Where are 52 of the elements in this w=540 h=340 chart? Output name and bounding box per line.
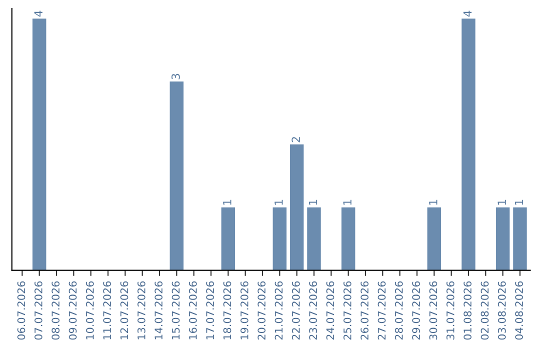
bar bbox=[290, 144, 304, 270]
bar bbox=[427, 207, 442, 270]
x-tick-label: 08.07.2026 bbox=[52, 281, 60, 340]
x-tick-label: 09.07.2026 bbox=[68, 281, 77, 340]
x-tick-label: 06.07.2026 bbox=[17, 281, 26, 340]
x-tick-label: 28.07.2026 bbox=[394, 281, 403, 340]
x-tick-label: 30.07.2026 bbox=[429, 281, 438, 340]
x-tick-label: 26.07.2026 bbox=[360, 281, 369, 340]
data-label: 1 bbox=[514, 200, 524, 205]
x-tick-label: 21.07.2026 bbox=[274, 281, 283, 340]
x-tick-label: 22.07.2026 bbox=[292, 281, 300, 340]
x-tick-label: 02.08.2026 bbox=[480, 281, 489, 340]
data-label: 1 bbox=[429, 200, 438, 205]
data-label: 4 bbox=[34, 10, 42, 17]
x-tick-label: 01.08.2026 bbox=[464, 281, 472, 340]
x-tick-label: 15.07.2026 bbox=[172, 281, 180, 340]
bar bbox=[307, 207, 321, 270]
x-tick-label: 07.07.2026 bbox=[34, 281, 42, 340]
x-tick-label: 14.07.2026 bbox=[154, 281, 163, 340]
data-label: 3 bbox=[171, 74, 180, 80]
x-tick-label: 20.07.2026 bbox=[258, 281, 266, 340]
x-tick-label: 17.07.2026 bbox=[206, 281, 214, 340]
x-tick-label: 04.08.2026 bbox=[515, 281, 524, 340]
data-label: 1 bbox=[498, 200, 506, 205]
x-tick-label: 29.07.2026 bbox=[412, 281, 420, 340]
x-tick-label: 03.08.2026 bbox=[498, 281, 506, 340]
data-label: 1 bbox=[274, 200, 283, 205]
bar bbox=[272, 207, 287, 270]
x-tick-label: 19.07.2026 bbox=[240, 281, 248, 340]
x-tick-label: 12.07.2026 bbox=[120, 281, 128, 340]
bar bbox=[32, 18, 46, 270]
bar bbox=[496, 207, 510, 270]
data-label: 1 bbox=[308, 200, 318, 205]
x-tick-label: 27.07.2026 bbox=[378, 281, 386, 340]
data-label: 1 bbox=[223, 200, 232, 205]
x-tick-label: 13.07.2026 bbox=[137, 281, 146, 340]
bar bbox=[513, 207, 527, 270]
x-tick-label: 18.07.2026 bbox=[223, 281, 232, 340]
x-tick-label: 31.07.2026 bbox=[446, 281, 454, 340]
data-label: 2 bbox=[292, 137, 300, 142]
bar bbox=[170, 82, 184, 270]
data-label: 1 bbox=[343, 200, 352, 205]
data-label: 4 bbox=[463, 10, 472, 17]
x-tick-label: 11.07.2026 bbox=[103, 281, 112, 340]
x-tick-label: 10.07.2026 bbox=[86, 281, 94, 340]
bar bbox=[221, 207, 236, 270]
x-tick-label: 24.07.2026 bbox=[326, 281, 334, 340]
x-tick-label: 16.07.2026 bbox=[188, 281, 197, 340]
bar bbox=[341, 207, 356, 270]
bar bbox=[462, 18, 476, 270]
x-tick-label: 25.07.2026 bbox=[343, 281, 352, 340]
x-tick-label: 23.07.2026 bbox=[309, 281, 318, 340]
